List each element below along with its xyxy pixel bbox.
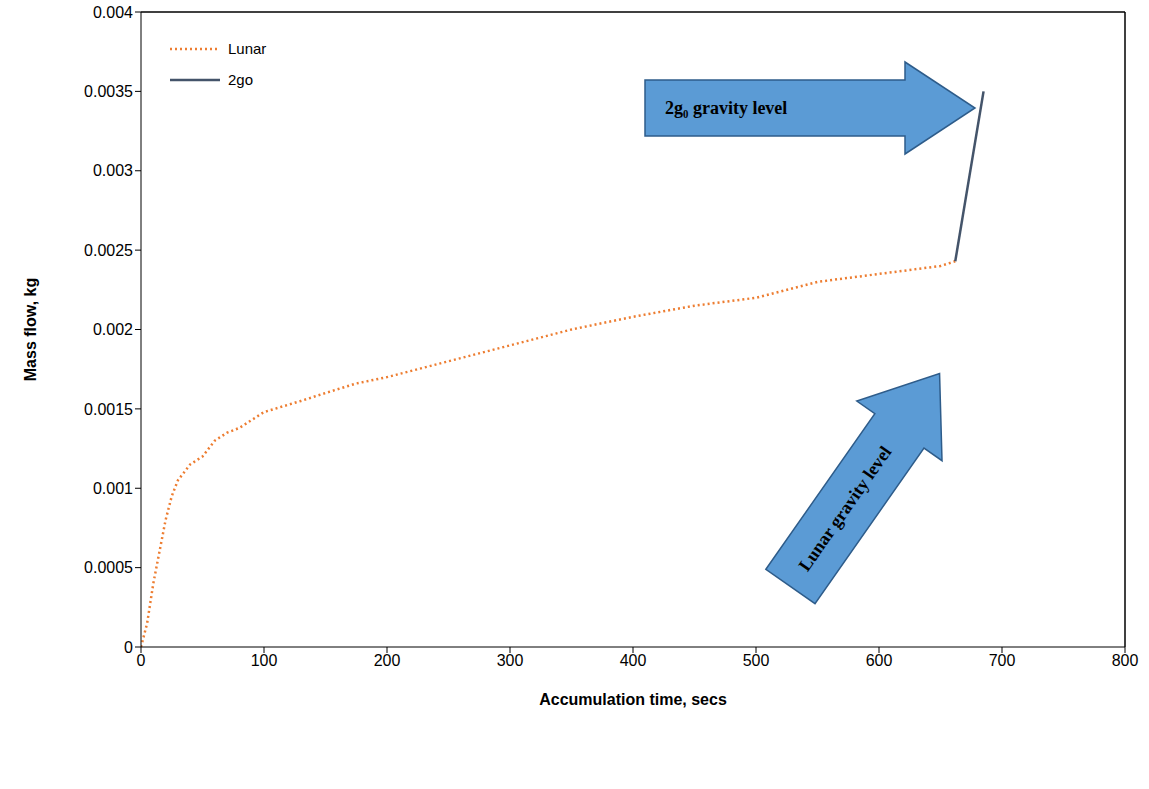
svg-text:Mass flow, kg: Mass flow, kg [22,278,39,381]
svg-text:800: 800 [1112,652,1139,669]
svg-text:0.001: 0.001 [93,480,133,497]
html-text:2go: 2go [228,71,253,88]
svg-text:0.004: 0.004 [93,4,133,21]
svg-text:700: 700 [989,652,1016,669]
svg-text:Lunar gravity level: Lunar gravity level [794,442,895,574]
svg-text:Accumulation time, secs: Accumulation time, secs [539,691,727,708]
svg-text:300: 300 [497,652,524,669]
html-text:Lunar: Lunar [228,40,267,57]
svg-text:0.0005: 0.0005 [84,559,133,576]
svg-text:600: 600 [866,652,893,669]
svg-text:400: 400 [620,652,647,669]
svg-text:0.0025: 0.0025 [84,242,133,259]
svg-text:200: 200 [374,652,401,669]
svg-text:0.0035: 0.0035 [84,83,133,100]
svg-text:0.0015: 0.0015 [84,401,133,418]
svg-text:0: 0 [124,639,133,656]
svg-text:0.003: 0.003 [93,162,133,179]
svg-text:2g₀ gravity level: 2g₀ gravity level [665,98,787,118]
svg-text:100: 100 [251,652,278,669]
svg-text:500: 500 [743,652,770,669]
svg-text:0: 0 [137,652,146,669]
svg-text:0.002: 0.002 [93,321,133,338]
